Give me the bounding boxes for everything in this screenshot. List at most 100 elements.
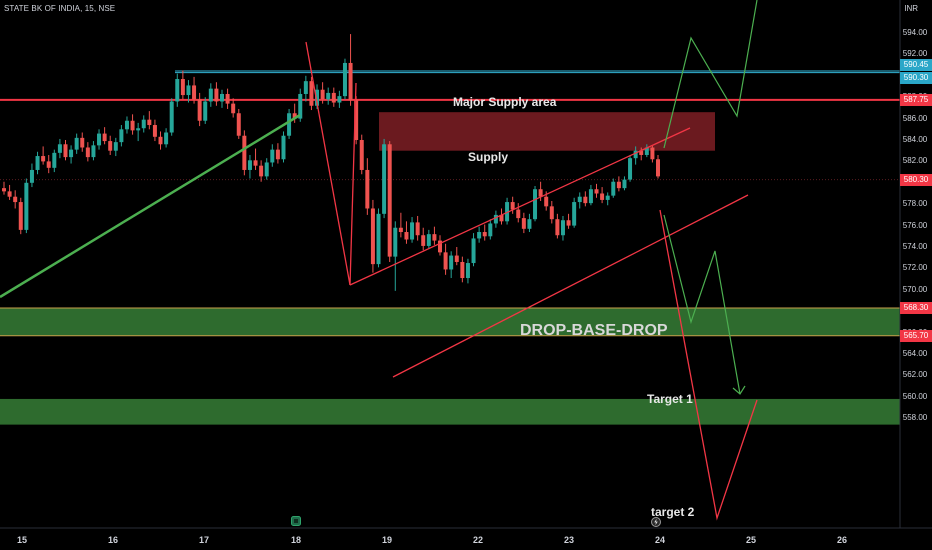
candle-body	[443, 252, 448, 270]
candle-body	[538, 189, 543, 197]
candle-body	[264, 162, 269, 177]
x-tick-label: 15	[16, 535, 28, 545]
y-tick-label: 560.00	[902, 391, 928, 401]
candle-body	[326, 92, 331, 100]
candle-body	[7, 191, 12, 197]
major-supply-label: Major Supply area	[453, 95, 557, 109]
candle-body	[616, 181, 621, 189]
y-tick-label: 576.00	[902, 220, 928, 230]
pattern-label: DROP-BASE-DROP	[520, 322, 668, 339]
candle-body	[214, 88, 219, 102]
price-tag-cyan-lower: 590.30	[900, 72, 932, 85]
channel-upper-line	[349, 127, 691, 286]
candle-body	[533, 189, 538, 220]
candle-body	[460, 261, 465, 279]
red-drop-line-1	[305, 41, 351, 286]
candle-body	[220, 93, 224, 102]
candle-body	[303, 81, 308, 94]
candle-body	[247, 160, 252, 170]
candle-body	[359, 140, 364, 170]
x-tick-label: 24	[654, 535, 666, 545]
candle-body	[292, 113, 297, 119]
candle-body	[80, 137, 85, 148]
candle-body	[152, 125, 157, 137]
candle-body	[337, 96, 342, 103]
candle-body	[164, 132, 169, 145]
candle-body	[331, 92, 336, 103]
candle-body	[650, 147, 655, 160]
target1-zone	[0, 307, 900, 336]
red-projection-line	[659, 209, 758, 521]
x-tick-label: 23	[563, 535, 575, 545]
candle-body	[432, 234, 437, 241]
symbol-title[interactable]: STATE BK OF INDIA, 15, NSE	[4, 4, 116, 13]
candle-body	[505, 202, 510, 222]
green-projection-down	[663, 214, 741, 395]
candle-body	[18, 202, 23, 230]
candle-body	[566, 220, 571, 226]
candle-body	[516, 209, 521, 219]
green-uptrend-line	[0, 113, 301, 299]
currency-label: INR	[904, 4, 918, 13]
candle-body	[370, 208, 375, 265]
price-tag-target1-top: 568.30	[900, 301, 932, 314]
candle-body	[555, 219, 560, 236]
dividend-icon[interactable]	[291, 516, 301, 526]
candle-body	[270, 149, 275, 163]
candle-body	[577, 196, 582, 203]
candle-body	[119, 129, 124, 143]
candle-body	[410, 222, 415, 240]
candle-body	[354, 100, 359, 140]
y-tick-label: 582.00	[902, 156, 928, 166]
candle-body	[600, 193, 605, 200]
candle-body	[124, 120, 129, 130]
candle-body	[393, 227, 398, 257]
candle-body	[611, 181, 616, 196]
earnings-icon[interactable]	[651, 517, 661, 527]
y-tick-label: 572.00	[902, 263, 928, 273]
candle-body	[102, 133, 107, 142]
candle-body	[315, 89, 320, 106]
candle-body	[583, 196, 588, 204]
y-tick-label: 558.00	[902, 413, 928, 423]
candle-body	[46, 161, 51, 168]
candle-body	[236, 113, 241, 136]
y-tick-label: 592.00	[902, 49, 928, 59]
candle-body	[298, 93, 303, 119]
candle-body	[387, 144, 392, 257]
candle-body	[656, 159, 660, 177]
candle-body	[438, 240, 442, 253]
y-tick-label: 564.00	[902, 349, 928, 358]
y-tick-label: 574.00	[902, 242, 928, 251]
candle-body	[622, 179, 627, 189]
candle-body	[454, 255, 459, 262]
x-tick-label: 17	[198, 535, 210, 545]
candle-body	[52, 152, 57, 168]
candle-body	[482, 232, 487, 237]
price-tag-major-supply: 587.75	[900, 93, 932, 106]
candle-body	[320, 89, 325, 100]
candle-body	[499, 214, 504, 222]
candle-body	[208, 88, 213, 102]
candle-body	[141, 119, 146, 129]
candle-body	[175, 79, 180, 102]
x-tick-label: 19	[381, 535, 393, 545]
x-tick-label: 18	[290, 535, 302, 545]
candle-body	[24, 182, 29, 230]
price-tag-cyan-upper: 590.45	[900, 59, 932, 72]
candle-body	[376, 213, 381, 265]
x-tick-label: 25	[745, 535, 757, 545]
candle-body	[158, 136, 163, 145]
candle-body	[147, 119, 152, 126]
candle-body	[527, 219, 532, 229]
y-tick-label: 586.00	[902, 113, 928, 123]
candle-body	[192, 85, 197, 100]
candle-body	[421, 235, 426, 246]
candle-body	[415, 222, 420, 236]
y-tick-label: 594.00	[902, 28, 928, 37]
candle-body	[169, 101, 174, 133]
candle-body	[628, 158, 633, 180]
candle-body	[136, 128, 141, 131]
